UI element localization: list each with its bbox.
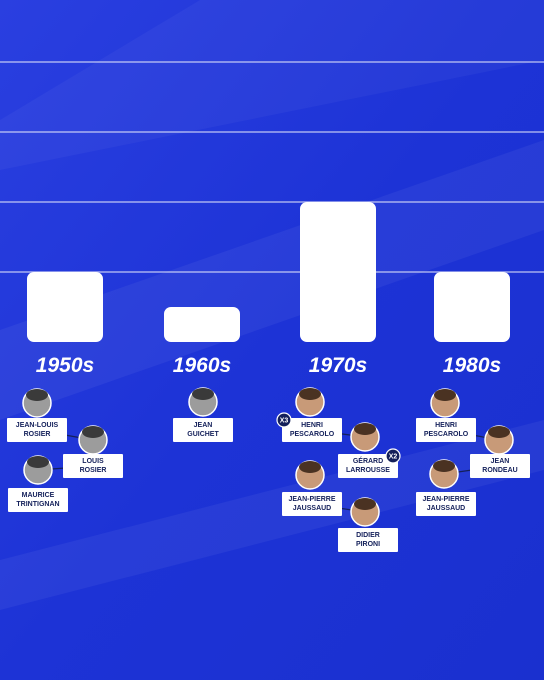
bar: [164, 307, 240, 342]
driver-hair: [434, 389, 456, 401]
streak: [0, 0, 544, 170]
bar: [27, 272, 103, 342]
driver-hair: [488, 426, 510, 438]
driver-name: JAUSSAUD: [293, 505, 332, 512]
driver-name: JEAN: [491, 458, 510, 465]
driver-hair: [354, 423, 376, 435]
driver-label-box: [282, 418, 342, 442]
driver-name: TRINTIGNAN: [16, 501, 59, 508]
driver-name: GUICHET: [187, 431, 219, 438]
driver-hair: [82, 426, 104, 438]
driver-name: ROSIER: [80, 467, 107, 474]
driver-hair: [27, 456, 49, 468]
category-label: 1970s: [309, 354, 367, 377]
driver-name: GÉRARD: [353, 456, 383, 465]
driver-label-box: [173, 418, 233, 442]
driver-hair: [299, 461, 321, 473]
driver-hair: [26, 389, 48, 401]
driver-name: RONDEAU: [482, 467, 517, 474]
category-label: 1960s: [173, 354, 231, 377]
driver-name: JEAN-LOUIS: [16, 422, 59, 429]
driver-hair: [354, 498, 376, 510]
badge: [385, 448, 401, 464]
driver-label-box: [338, 454, 398, 478]
driver-name: PESCAROLO: [290, 431, 335, 438]
driver-name: JEAN: [194, 422, 213, 429]
driver-name: PIRONI: [356, 541, 380, 548]
driver-label-box: [416, 492, 476, 516]
badge: [276, 412, 292, 428]
driver-name: LARROUSSE: [346, 467, 390, 474]
driver-hair: [192, 388, 214, 400]
driver-name: JAUSSAUD: [427, 505, 466, 512]
bar: [434, 272, 510, 342]
driver-hair: [433, 460, 455, 472]
badge-text: X3: [280, 418, 289, 425]
driver-label-box: [282, 492, 342, 516]
driver-hair: [299, 388, 321, 400]
driver-name: ROSIER: [24, 431, 51, 438]
category-label: 1980s: [443, 354, 501, 377]
category-label: 1950s: [36, 354, 94, 377]
streak: [0, 420, 544, 610]
driver-label-box: [338, 528, 398, 552]
driver-name: DIDIER: [356, 532, 380, 539]
badge-text: X2: [389, 454, 398, 461]
driver-label-box: [63, 454, 123, 478]
driver-label-box: [7, 418, 67, 442]
driver-label-box: [416, 418, 476, 442]
driver-name: PESCAROLO: [424, 431, 469, 438]
streak: [0, 140, 544, 420]
driver-label-box: [470, 454, 530, 478]
driver-name: JEAN-PIERRE: [288, 496, 335, 503]
driver-name: LOUIS: [82, 458, 104, 465]
driver-name: JEAN-PIERRE: [422, 496, 469, 503]
driver-name: HENRI: [301, 422, 323, 429]
driver-name: MAURICE: [22, 492, 55, 499]
driver-label-box: [8, 488, 68, 512]
bar: [300, 202, 376, 342]
driver-name: HENRI: [435, 422, 457, 429]
